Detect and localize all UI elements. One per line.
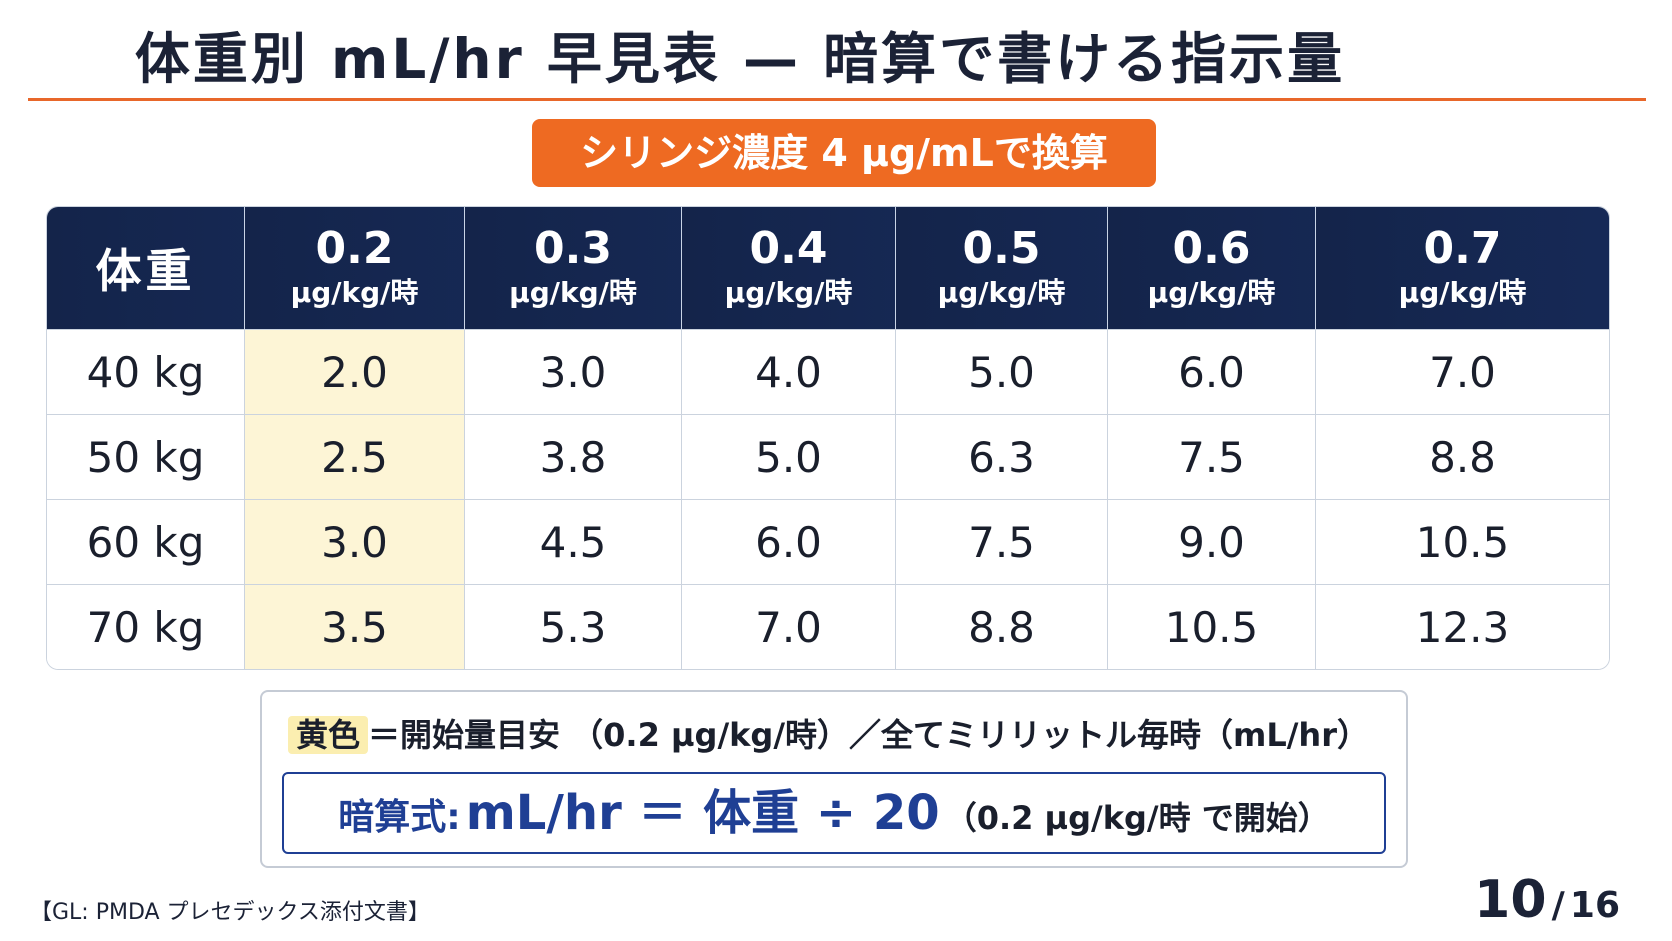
dose-value: 0.7 — [1423, 223, 1502, 274]
dose-unit: µg/kg/時 — [509, 276, 637, 309]
rate-cell: 6.3 — [896, 414, 1108, 499]
weight-cell: 70 kg — [47, 584, 245, 669]
source-citation: 【GL: PMDA プレセデックス添付文書】 — [30, 900, 430, 925]
formula-note: （0.2 µg/kg/時 で開始） — [944, 799, 1330, 837]
dose-value: 0.5 — [962, 223, 1041, 274]
table-row: 60 kg 3.0 4.5 6.0 7.5 9.0 10.5 — [47, 499, 1609, 584]
dose-value: 0.3 — [534, 223, 612, 274]
rate-cell: 6.0 — [1108, 329, 1316, 414]
dose-value: 0.2 — [315, 223, 394, 274]
dose-rate-table: 体重 0.2 µg/kg/時 0.3 µg/kg/時 0.4 µg/kg/時 0… — [46, 206, 1610, 670]
yellow-legend-tag: 黄色 — [288, 716, 369, 754]
dose-unit: µg/kg/時 — [724, 276, 853, 309]
rate-cell: 8.8 — [1316, 414, 1609, 499]
formula-expression: mL/hr ＝ 体重 ÷ 20 — [465, 785, 940, 841]
table-row: 40 kg 2.0 3.0 4.0 5.0 6.0 7.0 — [47, 329, 1609, 414]
table-row: 70 kg 3.5 5.3 7.0 8.8 10.5 12.3 — [47, 584, 1609, 669]
rate-cell-highlighted: 3.5 — [245, 584, 465, 669]
table-row: 50 kg 2.5 3.8 5.0 6.3 7.5 8.8 — [47, 414, 1609, 499]
slide-title: 体重別 mL/hr 早見表 — 暗算で書ける指示量 — [134, 27, 1346, 91]
rate-cell-highlighted: 2.5 — [245, 414, 465, 499]
rate-cell: 8.8 — [896, 584, 1108, 669]
weight-cell: 60 kg — [47, 499, 245, 584]
rate-cell-highlighted: 3.0 — [245, 499, 465, 584]
rate-cell: 9.0 — [1108, 499, 1316, 584]
rate-cell: 7.5 — [896, 499, 1108, 584]
table-header-row: 体重 0.2 µg/kg/時 0.3 µg/kg/時 0.4 µg/kg/時 0… — [47, 207, 1609, 329]
dose-unit: µg/kg/時 — [290, 276, 419, 309]
dose-header: 0.4 µg/kg/時 — [682, 207, 896, 329]
weight-cell: 40 kg — [47, 329, 245, 414]
dose-unit: µg/kg/時 — [1398, 276, 1527, 309]
rate-cell: 7.5 — [1108, 414, 1316, 499]
rate-cell: 4.5 — [465, 499, 682, 584]
dose-header: 0.5 µg/kg/時 — [896, 207, 1108, 329]
legend-line: 黄色 ＝開始量目安 （0.2 µg/kg/時）／全てミリリットル毎時（mL/hr） — [288, 712, 1388, 758]
rate-cell: 3.0 — [465, 329, 682, 414]
concentration-badge: シリンジ濃度 4 µg/mLで換算 — [532, 119, 1156, 187]
dose-unit: µg/kg/時 — [937, 276, 1066, 309]
rate-cell: 10.5 — [1108, 584, 1316, 669]
dose-header: 0.3 µg/kg/時 — [465, 207, 682, 329]
dose-header: 0.7 µg/kg/時 — [1316, 207, 1609, 329]
page-number: 10 / 16 — [1474, 870, 1620, 930]
page-current: 10 — [1474, 870, 1547, 930]
rate-cell-highlighted: 2.0 — [245, 329, 465, 414]
dose-value: 0.4 — [749, 223, 828, 274]
page-separator: / — [1551, 885, 1565, 926]
dose-header: 0.6 µg/kg/時 — [1108, 207, 1316, 329]
rate-cell: 7.0 — [1316, 329, 1609, 414]
rate-cell: 3.8 — [465, 414, 682, 499]
rate-cell: 4.0 — [682, 329, 896, 414]
weight-cell: 50 kg — [47, 414, 245, 499]
formula-label: 暗算式: — [338, 797, 461, 838]
rate-cell: 5.3 — [465, 584, 682, 669]
legend-panel: 黄色 ＝開始量目安 （0.2 µg/kg/時）／全てミリリットル毎時（mL/hr）… — [260, 690, 1408, 868]
weight-header: 体重 — [47, 207, 245, 329]
rate-cell: 5.0 — [896, 329, 1108, 414]
dose-unit: µg/kg/時 — [1147, 276, 1276, 309]
rate-cell: 12.3 — [1316, 584, 1609, 669]
legend-text: ＝開始量目安 （0.2 µg/kg/時）／全てミリリットル毎時（mL/hr） — [368, 716, 1369, 754]
dose-header: 0.2 µg/kg/時 — [245, 207, 465, 329]
page-total: 16 — [1569, 885, 1620, 926]
formula-box: 暗算式: mL/hr ＝ 体重 ÷ 20 （0.2 µg/kg/時 で開始） — [282, 772, 1386, 854]
dose-value: 0.6 — [1172, 223, 1251, 274]
rate-cell: 6.0 — [682, 499, 896, 584]
rate-cell: 10.5 — [1316, 499, 1609, 584]
rate-cell: 7.0 — [682, 584, 896, 669]
title-divider — [28, 98, 1646, 101]
rate-cell: 5.0 — [682, 414, 896, 499]
weight-header-label: 体重 — [95, 244, 196, 298]
